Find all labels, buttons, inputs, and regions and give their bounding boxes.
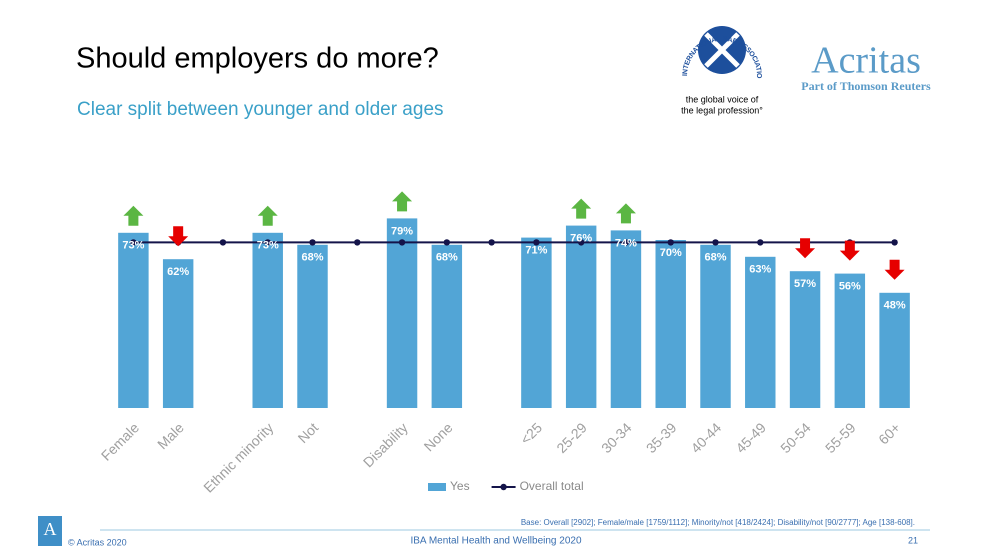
bar <box>162 259 194 408</box>
arrow-up <box>571 198 592 219</box>
x-tick-label: None <box>421 419 456 454</box>
x-tick-label: 55-59 <box>822 419 859 456</box>
legend-swatch <box>428 483 446 491</box>
line-marker <box>533 239 540 246</box>
arrow-down <box>795 238 816 259</box>
value-label: 68% <box>704 252 726 264</box>
x-tick-label: Ethnic minority <box>200 419 276 495</box>
x-tick-label: Not <box>295 419 322 446</box>
value-label: 73% <box>257 240 279 252</box>
x-tick-label: 60+ <box>875 419 903 447</box>
acritas-name: Acritas <box>811 40 921 82</box>
x-tick-label: 25-29 <box>553 419 590 456</box>
value-label: 63% <box>749 264 771 276</box>
line-marker <box>712 239 719 246</box>
line-marker <box>891 239 898 246</box>
acritas-tag: Part of Thomson Reuters <box>801 79 931 93</box>
value-label: 74% <box>615 237 637 249</box>
bar <box>431 244 463 408</box>
value-label: 68% <box>301 252 323 264</box>
line-marker <box>443 239 451 246</box>
bar <box>834 273 866 408</box>
x-tick-label: Disability <box>360 419 411 470</box>
value-label: 76% <box>570 233 592 245</box>
bar <box>745 256 776 408</box>
x-tick-label: Female <box>98 419 142 463</box>
iba-tagline: the global voice of <box>686 94 759 104</box>
legend-marker <box>500 483 507 491</box>
line-marker <box>398 239 406 246</box>
x-tick-label: 40-44 <box>688 419 725 456</box>
bar <box>789 271 821 408</box>
x-tick-label: 50-54 <box>777 419 814 456</box>
bar <box>386 218 418 408</box>
arrow-up <box>615 203 636 224</box>
bar <box>655 240 686 408</box>
footer-copyright: © Acritas 2020 <box>68 537 127 547</box>
bar <box>879 292 910 408</box>
line-marker <box>622 239 630 246</box>
x-tick-label: 45-49 <box>732 419 769 456</box>
arrow-down <box>884 259 905 280</box>
arrow-up <box>392 191 413 212</box>
line-marker <box>667 239 674 246</box>
iba-cross <box>704 32 740 68</box>
title: Should employers do more? <box>76 43 439 75</box>
arrow-up <box>123 205 144 226</box>
line-marker <box>219 239 227 246</box>
line-marker <box>309 239 316 246</box>
footer-logo-box <box>38 516 62 546</box>
line-marker <box>757 239 764 246</box>
footer-base: Base: Overall [2902]; Female/male [1759/… <box>521 518 915 527</box>
legend-label: Overall total <box>520 479 584 493</box>
footer-center: IBA Mental Health and Wellbeing 2020 <box>410 536 581 547</box>
value-label: 57% <box>794 278 816 290</box>
value-label: 79% <box>391 225 413 237</box>
bar <box>297 244 328 408</box>
x-tick-label: 30-34 <box>598 419 635 456</box>
value-label: 48% <box>884 300 906 312</box>
value-label: 56% <box>839 281 861 293</box>
arrow-down <box>839 240 860 261</box>
bar <box>700 244 731 408</box>
footer-logo: A <box>44 519 57 539</box>
subtitle: Clear split between younger and older ag… <box>77 99 444 120</box>
arrow-down <box>168 226 189 247</box>
bar <box>252 232 283 408</box>
bar <box>118 232 149 408</box>
page-number: 21 <box>908 535 918 545</box>
line-marker <box>488 239 495 246</box>
arrow-up <box>257 205 278 226</box>
line-marker <box>130 239 137 246</box>
value-label: 68% <box>436 252 458 264</box>
value-label: 73% <box>122 240 144 252</box>
x-tick-label: Male <box>154 419 187 452</box>
value-label: 71% <box>525 245 547 257</box>
x-tick-label: <25 <box>517 419 545 447</box>
legend-label: Yes <box>450 479 470 493</box>
line-marker <box>354 239 361 246</box>
line-marker <box>264 239 271 246</box>
value-label: 62% <box>167 266 189 278</box>
x-tick-label: 35-39 <box>643 419 680 456</box>
value-label: 70% <box>660 247 682 259</box>
iba-tagline: the legal profession° <box>681 105 763 115</box>
bar <box>521 237 552 408</box>
bar <box>610 230 642 408</box>
bar <box>565 225 597 408</box>
line-marker <box>577 239 585 246</box>
